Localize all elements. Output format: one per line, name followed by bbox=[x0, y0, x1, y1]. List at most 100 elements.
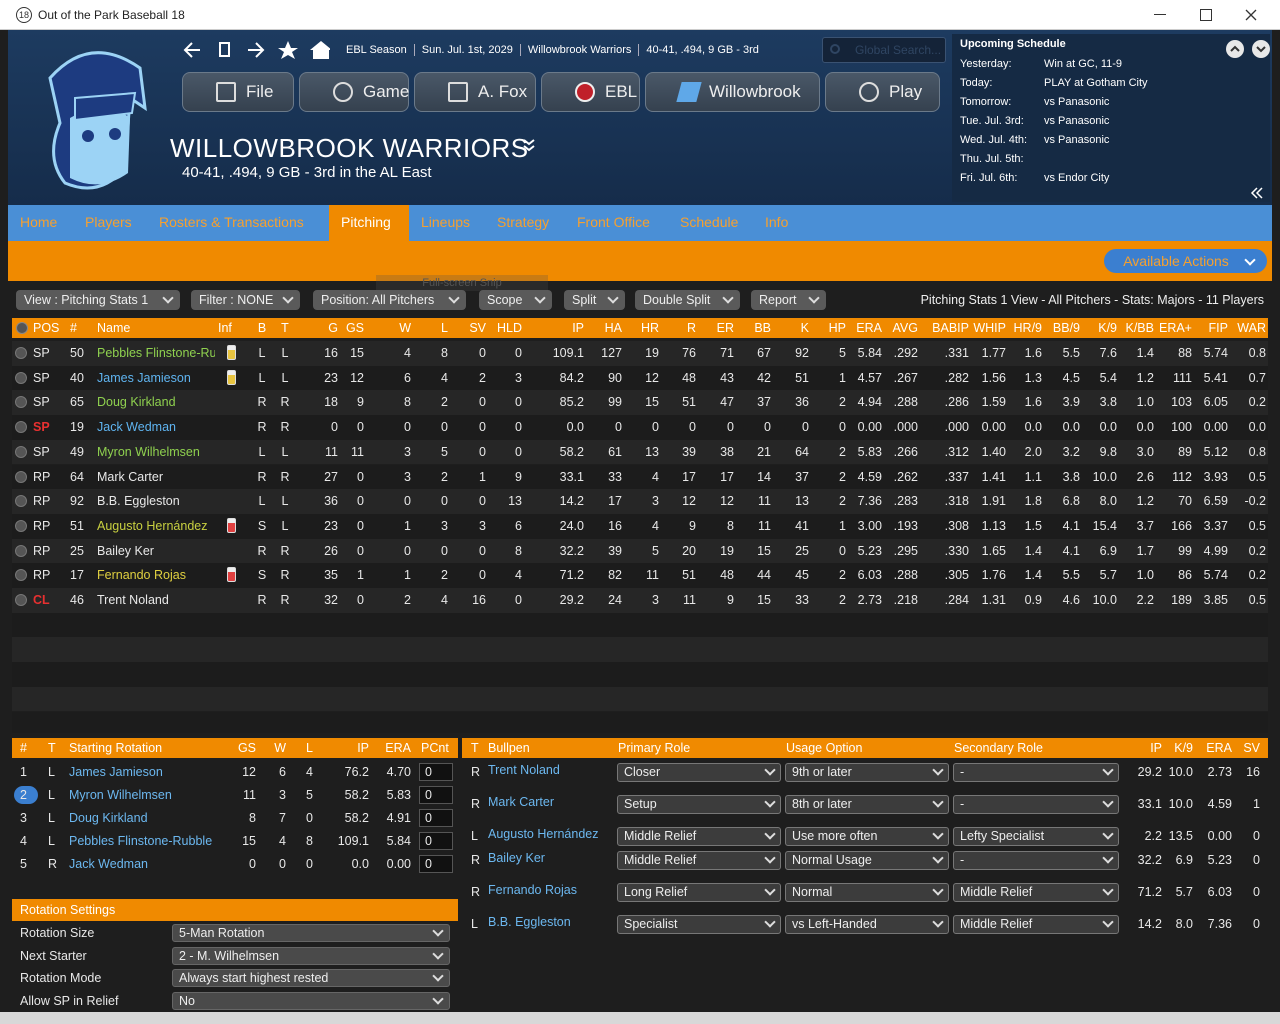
role-dropdown[interactable] bbox=[617, 883, 781, 902]
pcount-input[interactable] bbox=[419, 855, 453, 873]
row-radio[interactable] bbox=[15, 445, 27, 458]
column-header[interactable]: FIP bbox=[1208, 321, 1228, 335]
role-value[interactable]: Middle Relief bbox=[624, 829, 697, 843]
column-header[interactable]: Name bbox=[97, 321, 131, 335]
window-control[interactable] bbox=[1243, 5, 1259, 25]
column-header[interactable]: Primary Role bbox=[618, 741, 691, 755]
column-header[interactable]: AVG bbox=[892, 321, 918, 335]
player-name[interactable]: Doug Kirkland bbox=[97, 395, 176, 410]
column-header[interactable]: BB/9 bbox=[1052, 321, 1080, 335]
role-value[interactable]: Normal bbox=[792, 885, 833, 899]
row-radio[interactable] bbox=[15, 544, 27, 557]
column-header[interactable]: ERA bbox=[856, 321, 882, 335]
player-name[interactable]: Jack Wedman bbox=[97, 420, 176, 435]
player-name[interactable]: Bailey Ker bbox=[97, 543, 154, 558]
filter-dropdown[interactable] bbox=[16, 290, 180, 310]
filter-label[interactable]: View : Pitching Stats 1 bbox=[24, 293, 149, 307]
role-dropdown[interactable] bbox=[617, 827, 781, 846]
menu-label[interactable]: A. Fox bbox=[478, 84, 528, 100]
player-name[interactable]: Myron Wilhelmsen bbox=[69, 788, 172, 802]
row-radio[interactable] bbox=[15, 569, 27, 582]
column-header[interactable]: WAR bbox=[1237, 321, 1266, 335]
tab[interactable]: Rosters & Transactions bbox=[159, 214, 304, 230]
column-header[interactable]: BB bbox=[754, 321, 771, 335]
player-name[interactable]: B.B. Eggleston bbox=[488, 915, 571, 929]
role-dropdown[interactable] bbox=[953, 763, 1119, 782]
row-radio[interactable] bbox=[15, 396, 27, 409]
setting-dropdown[interactable] bbox=[172, 969, 450, 987]
column-header[interactable]: SV bbox=[1243, 741, 1260, 755]
column-header[interactable]: IP bbox=[357, 741, 369, 755]
filter-dropdown[interactable] bbox=[635, 290, 740, 310]
menu-label[interactable]: Game bbox=[363, 84, 410, 100]
row-radio[interactable] bbox=[15, 421, 27, 434]
role-value[interactable]: Long Relief bbox=[624, 885, 688, 899]
rotation-cell[interactable]: 0 bbox=[425, 765, 432, 779]
menu-button[interactable] bbox=[299, 72, 409, 112]
role-dropdown[interactable] bbox=[785, 763, 949, 782]
menu-label[interactable]: File bbox=[246, 84, 274, 100]
pcount-input[interactable] bbox=[419, 809, 453, 827]
column-header[interactable]: Secondary Role bbox=[954, 741, 1043, 755]
role-dropdown[interactable] bbox=[617, 795, 781, 814]
actions-label[interactable]: Available Actions bbox=[1123, 253, 1229, 269]
role-dropdown[interactable] bbox=[617, 915, 781, 934]
menu-button[interactable] bbox=[825, 72, 940, 112]
player-name[interactable]: Trent Noland bbox=[488, 763, 560, 777]
tab[interactable]: Schedule bbox=[680, 214, 739, 230]
column-header[interactable]: GS bbox=[237, 741, 256, 755]
column-header[interactable]: HP bbox=[828, 321, 846, 335]
role-dropdown[interactable] bbox=[785, 795, 949, 814]
column-header[interactable]: R bbox=[686, 321, 696, 335]
menu-button[interactable] bbox=[182, 72, 294, 112]
column-header[interactable]: W bbox=[399, 321, 411, 335]
breadcrumb[interactable]: Sun. Jul. 1st, 2029 bbox=[421, 44, 513, 56]
player-name[interactable]: Mark Carter bbox=[488, 795, 554, 809]
pcount-input[interactable] bbox=[419, 832, 453, 850]
column-header[interactable]: HR/9 bbox=[1013, 321, 1042, 335]
role-value[interactable]: Middle Relief bbox=[960, 885, 1033, 899]
player-name[interactable]: B.B. Eggleston bbox=[97, 494, 180, 509]
role-dropdown[interactable] bbox=[785, 883, 949, 902]
rotation-cell[interactable]: 0 bbox=[425, 811, 432, 825]
role-value[interactable]: 8th or later bbox=[792, 797, 852, 811]
column-header[interactable]: B bbox=[257, 321, 267, 335]
rotation-cell[interactable]: 0 bbox=[425, 857, 432, 871]
column-header[interactable]: POS bbox=[33, 321, 60, 335]
tab[interactable]: Players bbox=[85, 214, 132, 230]
player-name[interactable]: Myron Wilhelmsen bbox=[97, 444, 200, 459]
actions-button[interactable] bbox=[1104, 249, 1267, 273]
role-value[interactable]: vs Left-Handed bbox=[792, 917, 877, 931]
player-name[interactable]: Bailey Ker bbox=[488, 851, 545, 865]
column-header[interactable]: Usage Option bbox=[786, 741, 863, 755]
tab[interactable]: Info bbox=[765, 214, 789, 230]
collapse-button[interactable] bbox=[1250, 186, 1264, 200]
tab[interactable]: Lineups bbox=[421, 214, 471, 230]
filter-label[interactable]: Scope bbox=[487, 293, 523, 307]
role-dropdown[interactable] bbox=[953, 851, 1119, 870]
player-name[interactable]: Jack Wedman bbox=[69, 857, 148, 871]
role-dropdown[interactable] bbox=[785, 827, 949, 846]
player-name[interactable]: Doug Kirkland bbox=[69, 811, 148, 825]
role-value[interactable]: 9th or later bbox=[792, 765, 852, 779]
role-value[interactable]: Use more often bbox=[792, 829, 878, 843]
row-radio[interactable] bbox=[15, 519, 27, 532]
column-header[interactable]: PCnt bbox=[421, 741, 449, 755]
setting-dropdown[interactable] bbox=[172, 924, 450, 942]
tab-active[interactable]: Pitching bbox=[341, 214, 391, 230]
column-header[interactable]: Bullpen bbox=[488, 741, 530, 755]
role-value[interactable]: Middle Relief bbox=[624, 853, 697, 867]
row-radio[interactable] bbox=[15, 470, 27, 483]
column-header[interactable]: G bbox=[328, 321, 338, 335]
role-dropdown[interactable] bbox=[785, 915, 949, 934]
column-header[interactable]: L bbox=[306, 741, 313, 755]
column-header[interactable]: ERA bbox=[385, 741, 411, 755]
column-header[interactable]: ERA bbox=[1206, 741, 1232, 755]
menu-label[interactable]: EBL bbox=[605, 84, 638, 100]
breadcrumb[interactable]: 40-41, .494, 9 GB - 3rd bbox=[646, 44, 759, 56]
role-value[interactable]: - bbox=[960, 765, 965, 779]
player-name[interactable]: Mark Carter bbox=[97, 469, 163, 484]
player-name[interactable]: Augusto Hernández bbox=[488, 827, 599, 841]
player-name[interactable]: James Jamieson bbox=[97, 370, 191, 385]
column-header[interactable]: HR bbox=[640, 321, 659, 335]
